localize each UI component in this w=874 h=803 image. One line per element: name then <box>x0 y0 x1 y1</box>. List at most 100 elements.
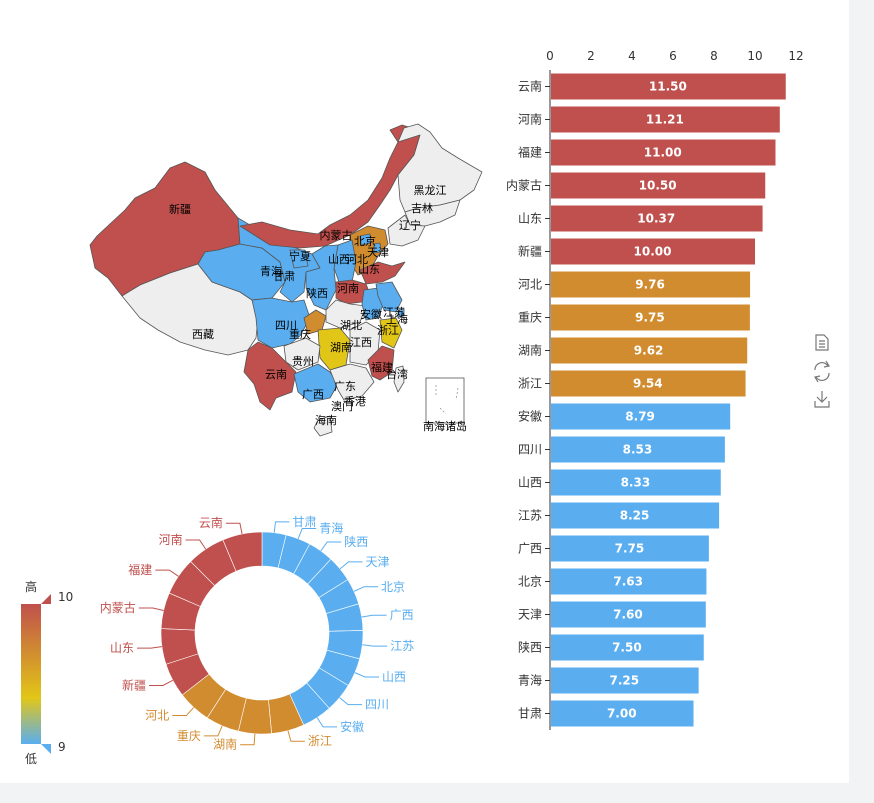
pie-label: 陕西 <box>344 534 368 549</box>
bar-value-label: 8.33 <box>621 476 651 490</box>
map-region-guangxi[interactable] <box>293 363 339 403</box>
pie-label: 重庆 <box>177 729 201 743</box>
pie-label: 青海 <box>319 520 343 535</box>
bar[interactable] <box>551 304 750 331</box>
bar[interactable] <box>551 436 725 463</box>
pie-leader-line <box>353 586 379 592</box>
bar[interactable] <box>551 667 699 694</box>
bar[interactable] <box>551 403 731 430</box>
bar-value-label: 8.79 <box>625 410 655 424</box>
map-region-taiwan[interactable] <box>393 365 405 393</box>
pie-label: 河南 <box>159 532 183 547</box>
x-tick-label: 12 <box>788 49 803 63</box>
map-region-hubei[interactable] <box>325 299 367 329</box>
bar[interactable] <box>551 172 766 199</box>
pie-label: 甘肃 <box>293 515 317 529</box>
map-region-jiangsu[interactable] <box>375 281 403 313</box>
map-region-sichuan[interactable] <box>251 297 311 349</box>
visual-map-top-handle[interactable] <box>41 594 51 604</box>
bar[interactable] <box>551 469 721 496</box>
map-region-label: 海南 <box>315 413 337 427</box>
pie-leader-line <box>287 730 305 742</box>
bar[interactable] <box>551 337 748 364</box>
bar[interactable] <box>551 205 763 232</box>
map-region-guangdong[interactable] <box>329 363 375 401</box>
bar-value-label: 7.25 <box>610 674 640 688</box>
category-label: 重庆 <box>518 311 542 325</box>
bar-value-label: 9.62 <box>634 344 664 358</box>
bar[interactable] <box>551 700 694 727</box>
map-region-label: 河北 <box>346 253 368 266</box>
category-label: 浙江 <box>518 377 542 391</box>
map-region-zhejiang[interactable] <box>379 317 403 349</box>
map-region-shanghai[interactable] <box>397 308 405 318</box>
map-region-label: 天津 <box>367 246 389 259</box>
pie-leader-line <box>240 733 256 746</box>
bar[interactable] <box>551 502 720 529</box>
category-label: 新疆 <box>518 244 542 259</box>
x-tick-label: 0 <box>546 49 554 63</box>
bar[interactable] <box>551 238 755 265</box>
pie-leader-line <box>339 697 363 706</box>
map-region-liaoning[interactable] <box>387 214 426 247</box>
category-label: 河北 <box>518 278 542 292</box>
bar[interactable] <box>551 370 746 397</box>
bar[interactable] <box>551 568 707 595</box>
pie-slice[interactable] <box>222 531 263 572</box>
map-region-label: 内蒙古 <box>320 228 353 242</box>
chart-panel: 新疆 西藏 青海 甘肃 宁夏 内蒙古 黑龙江 吉林 辽宁 北京 天津 河北 山西 山东 陕西 河南 四川 重庆 湖北… <box>0 0 849 783</box>
map-region-yunnan[interactable] <box>243 341 297 411</box>
pie-leader-line <box>137 646 162 649</box>
map-region-shandong[interactable] <box>359 261 406 285</box>
x-tick-label: 4 <box>628 49 636 63</box>
save-image-icon[interactable] <box>814 391 830 408</box>
map-region-ningxia[interactable] <box>289 249 309 269</box>
map-region-beijing[interactable] <box>359 233 372 246</box>
bar[interactable] <box>551 634 704 661</box>
bar[interactable] <box>551 73 786 100</box>
map-region-label: 河南 <box>337 282 359 295</box>
pie-leader-line <box>172 707 195 717</box>
bar-value-label: 7.50 <box>612 641 642 655</box>
visual-map-max-label: 10 <box>58 590 73 604</box>
bar-chart: 0 2 4 6 8 10 12 云南 11.50 河南 11.21 福建 11.00 内蒙古 10.50 山东… <box>506 49 804 730</box>
bar-value-label: 7.75 <box>615 542 645 556</box>
map-region-chongqing[interactable] <box>303 309 327 335</box>
map-region-label: 北京 <box>354 234 376 248</box>
map-region-fujian[interactable] <box>367 345 395 381</box>
pie-leader-line <box>362 644 388 647</box>
map-region-label: 宁夏 <box>289 249 311 263</box>
map-region-hainan[interactable] <box>313 415 333 437</box>
bar-value-label: 7.63 <box>613 575 643 589</box>
restore-icon[interactable] <box>814 360 830 383</box>
visual-map-bottom-handle[interactable] <box>41 744 51 754</box>
south-china-sea-inset <box>425 377 465 424</box>
pie-leader-line <box>339 561 363 570</box>
map-region-label: 陕西 <box>306 286 328 300</box>
bar[interactable] <box>551 535 709 562</box>
pie-leader-line <box>155 569 179 577</box>
map-region-label: 湖南 <box>330 341 352 354</box>
data-view-icon[interactable] <box>815 334 829 351</box>
pie-leader-line <box>149 679 173 686</box>
category-label: 陕西 <box>518 640 542 655</box>
visual-map-low-text: 低 <box>25 752 37 766</box>
pie-label: 山东 <box>110 641 134 655</box>
bar-value-label: 11.21 <box>646 113 684 127</box>
map-region-label: 台湾 <box>386 367 408 381</box>
bar[interactable] <box>551 271 751 298</box>
map-region-tianjin[interactable] <box>373 242 382 254</box>
visual-map-min-label: 9 <box>58 740 66 754</box>
map-region-label: 云南 <box>265 368 287 381</box>
map-region-label: 南海诸岛 <box>423 419 467 433</box>
map-region-label: 四川 <box>275 319 297 332</box>
bar[interactable] <box>551 139 776 166</box>
bar[interactable] <box>551 106 780 133</box>
pie-label: 四川 <box>365 698 389 712</box>
map-region-heilongjiang[interactable] <box>397 123 483 213</box>
bar[interactable] <box>551 601 706 628</box>
bar-value-label: 10.50 <box>639 179 677 193</box>
category-label: 广西 <box>518 542 542 556</box>
